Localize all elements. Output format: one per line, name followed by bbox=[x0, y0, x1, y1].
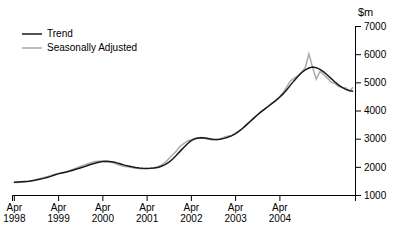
tick-mark bbox=[355, 26, 361, 27]
series-line bbox=[14, 54, 353, 183]
tick-mark bbox=[355, 139, 361, 140]
y-tick: 3000 bbox=[355, 133, 387, 144]
x-tick-label-line: 1999 bbox=[47, 213, 70, 224]
legend-swatch bbox=[22, 33, 42, 35]
tick-mark bbox=[235, 195, 236, 201]
y-tick-label: 6000 bbox=[364, 49, 387, 60]
y-axis: 1000 2000 3000 4000 5000 6000 7000 bbox=[355, 21, 387, 201]
x-tick: Apr2000 bbox=[92, 195, 115, 224]
x-tick-label-line: Apr bbox=[95, 202, 111, 213]
x-tick-label: Apr2003 bbox=[225, 202, 248, 224]
x-tick-label: Apr1998 bbox=[3, 202, 26, 224]
y-tick-label: 2000 bbox=[364, 162, 387, 173]
x-tick: Apr1998 bbox=[3, 195, 26, 224]
x-tick-label-line: 2002 bbox=[180, 213, 203, 224]
y-tick-label: 1000 bbox=[364, 190, 387, 201]
tick-mark bbox=[355, 167, 361, 168]
y-tick: 5000 bbox=[355, 77, 387, 88]
axis-line bbox=[13, 196, 356, 202]
tick-mark bbox=[355, 54, 361, 55]
x-tick-label: Apr1999 bbox=[47, 202, 70, 224]
x-tick-label-line: Apr bbox=[272, 202, 288, 213]
x-tick-label: Apr2001 bbox=[136, 202, 159, 224]
y-tick: 1000 bbox=[355, 190, 387, 201]
tick-mark bbox=[58, 195, 59, 201]
x-tick: Apr2004 bbox=[269, 195, 292, 224]
y-tick-label: 4000 bbox=[364, 105, 387, 116]
x-tick: Apr2003 bbox=[225, 195, 248, 224]
y-tick-label: 7000 bbox=[364, 21, 387, 32]
x-tick-label-line: Apr bbox=[51, 202, 67, 213]
tick-mark bbox=[147, 195, 148, 201]
x-axis: Apr1998Apr1999Apr2000Apr2001Apr2002Apr20… bbox=[3, 195, 355, 224]
y-tick-label: 5000 bbox=[364, 77, 387, 88]
y-tick: 2000 bbox=[355, 162, 387, 173]
x-tick: Apr2001 bbox=[136, 195, 159, 224]
x-tick-label: Apr2004 bbox=[269, 202, 292, 224]
x-tick-label-line: Apr bbox=[184, 202, 200, 213]
series-line bbox=[14, 67, 353, 182]
y-tick: 4000 bbox=[355, 105, 387, 116]
x-tick: Apr1999 bbox=[47, 195, 70, 224]
y-label: $m bbox=[358, 6, 373, 18]
x-tick-label: Apr2000 bbox=[92, 202, 115, 224]
y-tick: 6000 bbox=[355, 49, 387, 60]
legend-swatch bbox=[22, 47, 42, 49]
tick-mark bbox=[191, 195, 192, 201]
x-tick-label-line: 2004 bbox=[269, 213, 292, 224]
x-tick-label-line: Apr bbox=[228, 202, 244, 213]
legend-label: Trend bbox=[47, 28, 73, 39]
x-tick-label-line: Apr bbox=[7, 202, 23, 213]
tick-mark bbox=[279, 195, 280, 201]
y-tick: 7000 bbox=[355, 21, 387, 32]
lines bbox=[14, 54, 353, 183]
x-tick: Apr2002 bbox=[180, 195, 203, 224]
x-tick-label-line: 1998 bbox=[3, 213, 26, 224]
y-tick-label: 3000 bbox=[364, 133, 387, 144]
x-tick-label-line: 2001 bbox=[136, 213, 159, 224]
x-tick-label: Apr2002 bbox=[180, 202, 203, 224]
tick-mark bbox=[355, 195, 361, 196]
x-tick-label-line: 2003 bbox=[225, 213, 248, 224]
legend-label: Seasonally Adjusted bbox=[47, 42, 137, 53]
tick-mark bbox=[355, 111, 361, 112]
tick-mark bbox=[355, 82, 361, 83]
x-tick-label-line: Apr bbox=[139, 202, 155, 213]
plot: Apr1998Apr1999Apr2000Apr2001Apr2002Apr20… bbox=[3, 6, 386, 224]
tick-mark bbox=[102, 195, 103, 201]
legend-item: Trend bbox=[22, 28, 73, 39]
tick-mark bbox=[14, 195, 15, 201]
legend-item: Seasonally Adjusted bbox=[22, 42, 137, 53]
legend: Trend Seasonally Adjusted bbox=[22, 28, 137, 53]
axis-line bbox=[356, 27, 362, 196]
x-tick-label-line: 2000 bbox=[92, 213, 115, 224]
chart: Apr1998Apr1999Apr2000Apr2001Apr2002Apr20… bbox=[0, 0, 397, 227]
